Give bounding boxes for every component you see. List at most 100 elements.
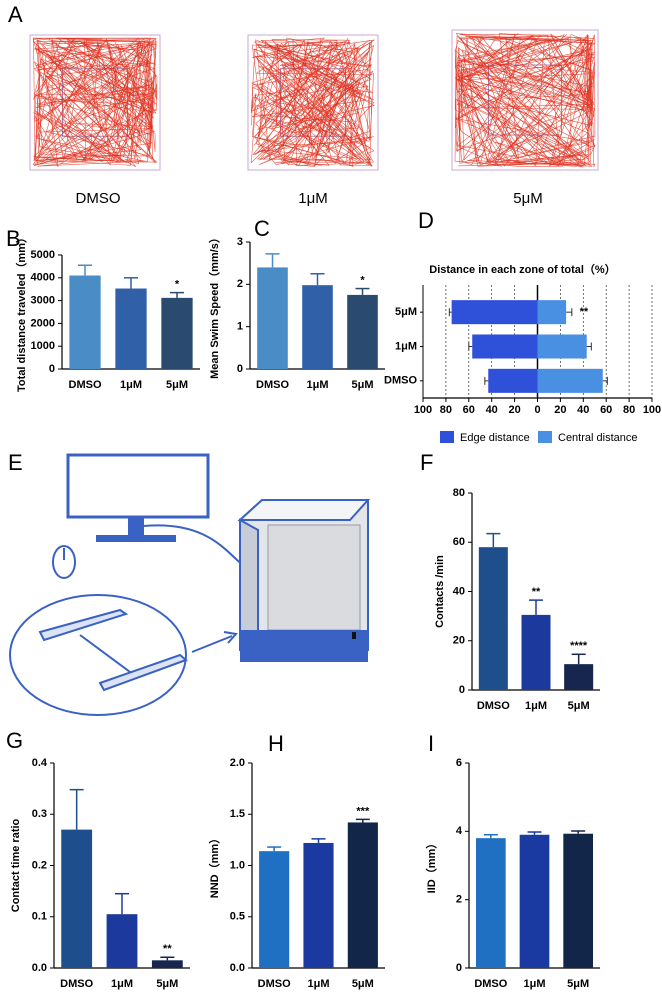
bar bbox=[347, 822, 378, 968]
y-tick-label: 1 bbox=[237, 321, 243, 333]
y-tick-label: 4 bbox=[456, 825, 463, 837]
y-tick-label: 6 bbox=[456, 757, 462, 769]
y-axis-label: NND（mm） bbox=[208, 833, 221, 898]
trajectories bbox=[29, 29, 599, 171]
bar bbox=[161, 297, 193, 369]
y-tick-label: DMSO bbox=[384, 375, 417, 387]
y-tick-label: 0.1 bbox=[32, 911, 47, 923]
device-base bbox=[240, 630, 368, 662]
y-tick-label: 0.5 bbox=[230, 911, 245, 923]
y-tick-label: 1μM bbox=[395, 340, 417, 352]
bar bbox=[151, 960, 183, 968]
bar bbox=[115, 288, 147, 369]
monitor-stand bbox=[128, 517, 144, 535]
x-tick-label: 1μM bbox=[111, 978, 133, 990]
monitor bbox=[66, 453, 210, 519]
x-tick-label: 100 bbox=[414, 404, 432, 416]
cable bbox=[143, 524, 251, 571]
fish bbox=[98, 653, 188, 692]
trajectory bbox=[35, 37, 157, 165]
arrow-head bbox=[223, 631, 238, 644]
trajectory bbox=[252, 39, 372, 161]
trajectory bbox=[32, 44, 158, 167]
x-tick-label: 40 bbox=[486, 404, 498, 416]
panel-letter: A bbox=[8, 2, 23, 27]
x-tick-label: 40 bbox=[577, 404, 589, 416]
x-tick-label: 5μM bbox=[156, 978, 178, 990]
trajectory bbox=[34, 39, 154, 167]
legend-label: Central distance bbox=[558, 432, 638, 444]
y-tick-label: 5μM bbox=[395, 306, 417, 318]
x-tick-label: 1μM bbox=[307, 978, 329, 990]
significance: ** bbox=[532, 586, 541, 598]
y-tick-label: 3000 bbox=[31, 295, 55, 307]
y-axis-label: Total distance traveled（mm） bbox=[15, 232, 28, 392]
y-tick-label: 1.0 bbox=[230, 859, 245, 871]
y-tick-label: 20 bbox=[453, 635, 465, 647]
trajectory bbox=[455, 34, 595, 167]
arena bbox=[29, 34, 161, 171]
x-tick-label: DMSO bbox=[474, 978, 507, 990]
x-tick-label: 80 bbox=[623, 404, 635, 416]
x-tick-label: 80 bbox=[440, 404, 452, 416]
mouse bbox=[52, 545, 76, 579]
x-tick-label: 1μM bbox=[306, 379, 328, 391]
panel-letter: H bbox=[268, 731, 284, 756]
panel-letter: D bbox=[418, 208, 434, 233]
trajectory-label: 5μM bbox=[513, 190, 542, 207]
x-tick-label: 5μM bbox=[352, 978, 374, 990]
trajectory bbox=[457, 37, 594, 168]
panel-letter: F bbox=[420, 450, 433, 475]
y-tick-label: 2 bbox=[456, 894, 462, 906]
significance: * bbox=[175, 279, 180, 291]
tank bbox=[9, 594, 187, 716]
bar bbox=[521, 614, 551, 690]
trajectory bbox=[454, 34, 595, 167]
y-tick-label: 0.4 bbox=[32, 757, 48, 769]
setup-diagram bbox=[9, 453, 371, 716]
trajectory bbox=[455, 32, 596, 167]
y-tick-label: 0.3 bbox=[32, 808, 47, 820]
y-tick-label: 80 bbox=[453, 487, 465, 499]
trajectory bbox=[257, 39, 374, 164]
y-axis-label: IID（mm） bbox=[425, 838, 438, 894]
bar bbox=[478, 547, 508, 690]
bar bbox=[563, 833, 594, 968]
x-tick-label: DMSO bbox=[258, 978, 291, 990]
x-tick-label: 20 bbox=[554, 404, 566, 416]
significance: ** bbox=[580, 306, 589, 318]
x-tick-label: 0 bbox=[534, 404, 540, 416]
arena bbox=[247, 34, 379, 171]
bar bbox=[488, 368, 538, 393]
bar bbox=[106, 914, 138, 968]
legend-swatch bbox=[538, 431, 552, 443]
arrow bbox=[191, 635, 233, 653]
bar bbox=[61, 829, 93, 968]
bar bbox=[475, 838, 506, 968]
bar bbox=[519, 834, 550, 968]
bar bbox=[537, 300, 567, 325]
y-axis-label: Mean Swim Speed（mm/s） bbox=[208, 232, 221, 379]
x-tick-label: 5μM bbox=[568, 700, 590, 712]
y-tick-label: 5000 bbox=[31, 249, 55, 261]
trajectory bbox=[251, 41, 372, 168]
y-tick-label: 2.0 bbox=[230, 757, 245, 769]
trajectory bbox=[455, 36, 596, 165]
trajectory bbox=[456, 38, 595, 166]
panel-letter: I bbox=[428, 731, 434, 756]
panel-letter: E bbox=[8, 450, 23, 475]
y-tick-label: 40 bbox=[453, 585, 465, 597]
y-tick-label: 0.0 bbox=[230, 962, 245, 974]
y-axis-label: Contacts /min bbox=[434, 555, 446, 628]
y-tick-label: 1000 bbox=[31, 340, 55, 352]
bar bbox=[472, 334, 538, 359]
significance: *** bbox=[356, 805, 370, 817]
x-tick-label: DMSO bbox=[477, 700, 510, 712]
panel-letter: G bbox=[6, 728, 23, 753]
x-tick-label: 60 bbox=[463, 404, 475, 416]
trajectory bbox=[254, 42, 368, 166]
trajectory bbox=[251, 37, 371, 166]
device-light bbox=[352, 632, 356, 639]
